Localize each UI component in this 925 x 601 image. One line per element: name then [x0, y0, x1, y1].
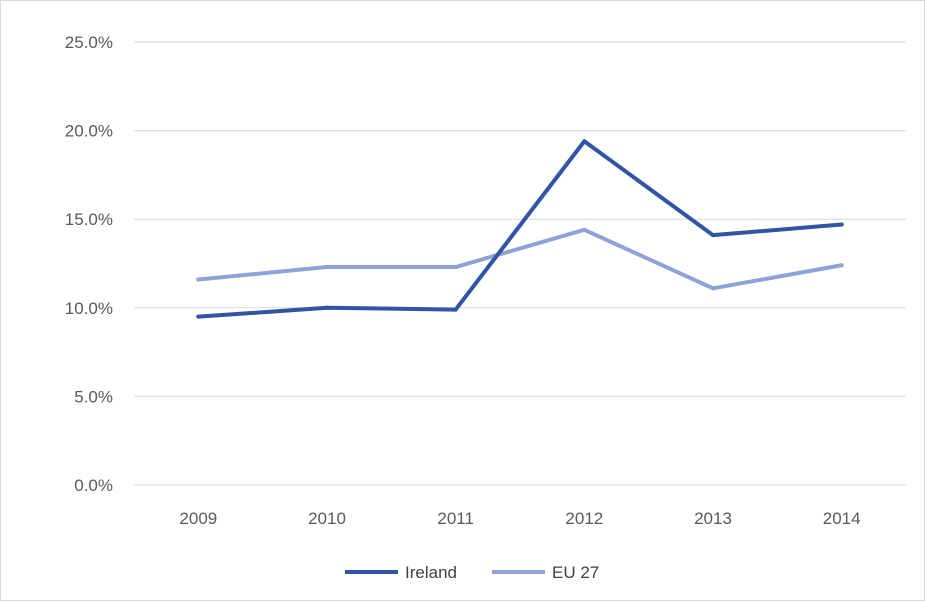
y-tick-label: 25.0% [65, 33, 113, 52]
y-tick-label: 10.0% [65, 299, 113, 318]
data-point [453, 265, 458, 270]
data-point [582, 139, 587, 144]
gridlines [134, 41, 906, 486]
series-line-ireland [196, 139, 844, 319]
x-tick-label: 2012 [565, 509, 603, 528]
data-point [196, 277, 201, 282]
x-tick-label: 2010 [308, 509, 346, 528]
series-lines [196, 139, 844, 319]
data-point [325, 305, 329, 310]
x-tick-label: 2013 [694, 509, 732, 528]
legend-label: Ireland [405, 563, 457, 582]
legend-label: EU 27 [552, 563, 599, 582]
x-tick-label: 2014 [823, 509, 861, 528]
y-tick-label: 5.0% [74, 387, 113, 406]
data-point [711, 286, 715, 291]
x-axis-tick-labels: 2009 2010 2011 2012 2013 2014 [179, 509, 860, 528]
x-tick-label: 2009 [179, 509, 217, 528]
data-point [839, 263, 844, 268]
data-point [196, 314, 201, 319]
data-point [325, 265, 329, 270]
data-point [839, 222, 844, 227]
legend: Ireland EU 27 [345, 563, 599, 582]
series-line-eu-27 [196, 227, 844, 291]
y-tick-label: 15.0% [65, 210, 113, 229]
data-point [453, 307, 458, 312]
y-tick-label: 20.0% [65, 122, 113, 141]
data-point [582, 227, 587, 232]
x-tick-label: 2011 [437, 509, 474, 528]
y-axis-tick-labels: 0.0% 5.0% 10.0% 15.0% 20.0% 25.0% [65, 33, 113, 495]
y-tick-label: 0.0% [74, 476, 113, 495]
data-point [711, 233, 715, 238]
